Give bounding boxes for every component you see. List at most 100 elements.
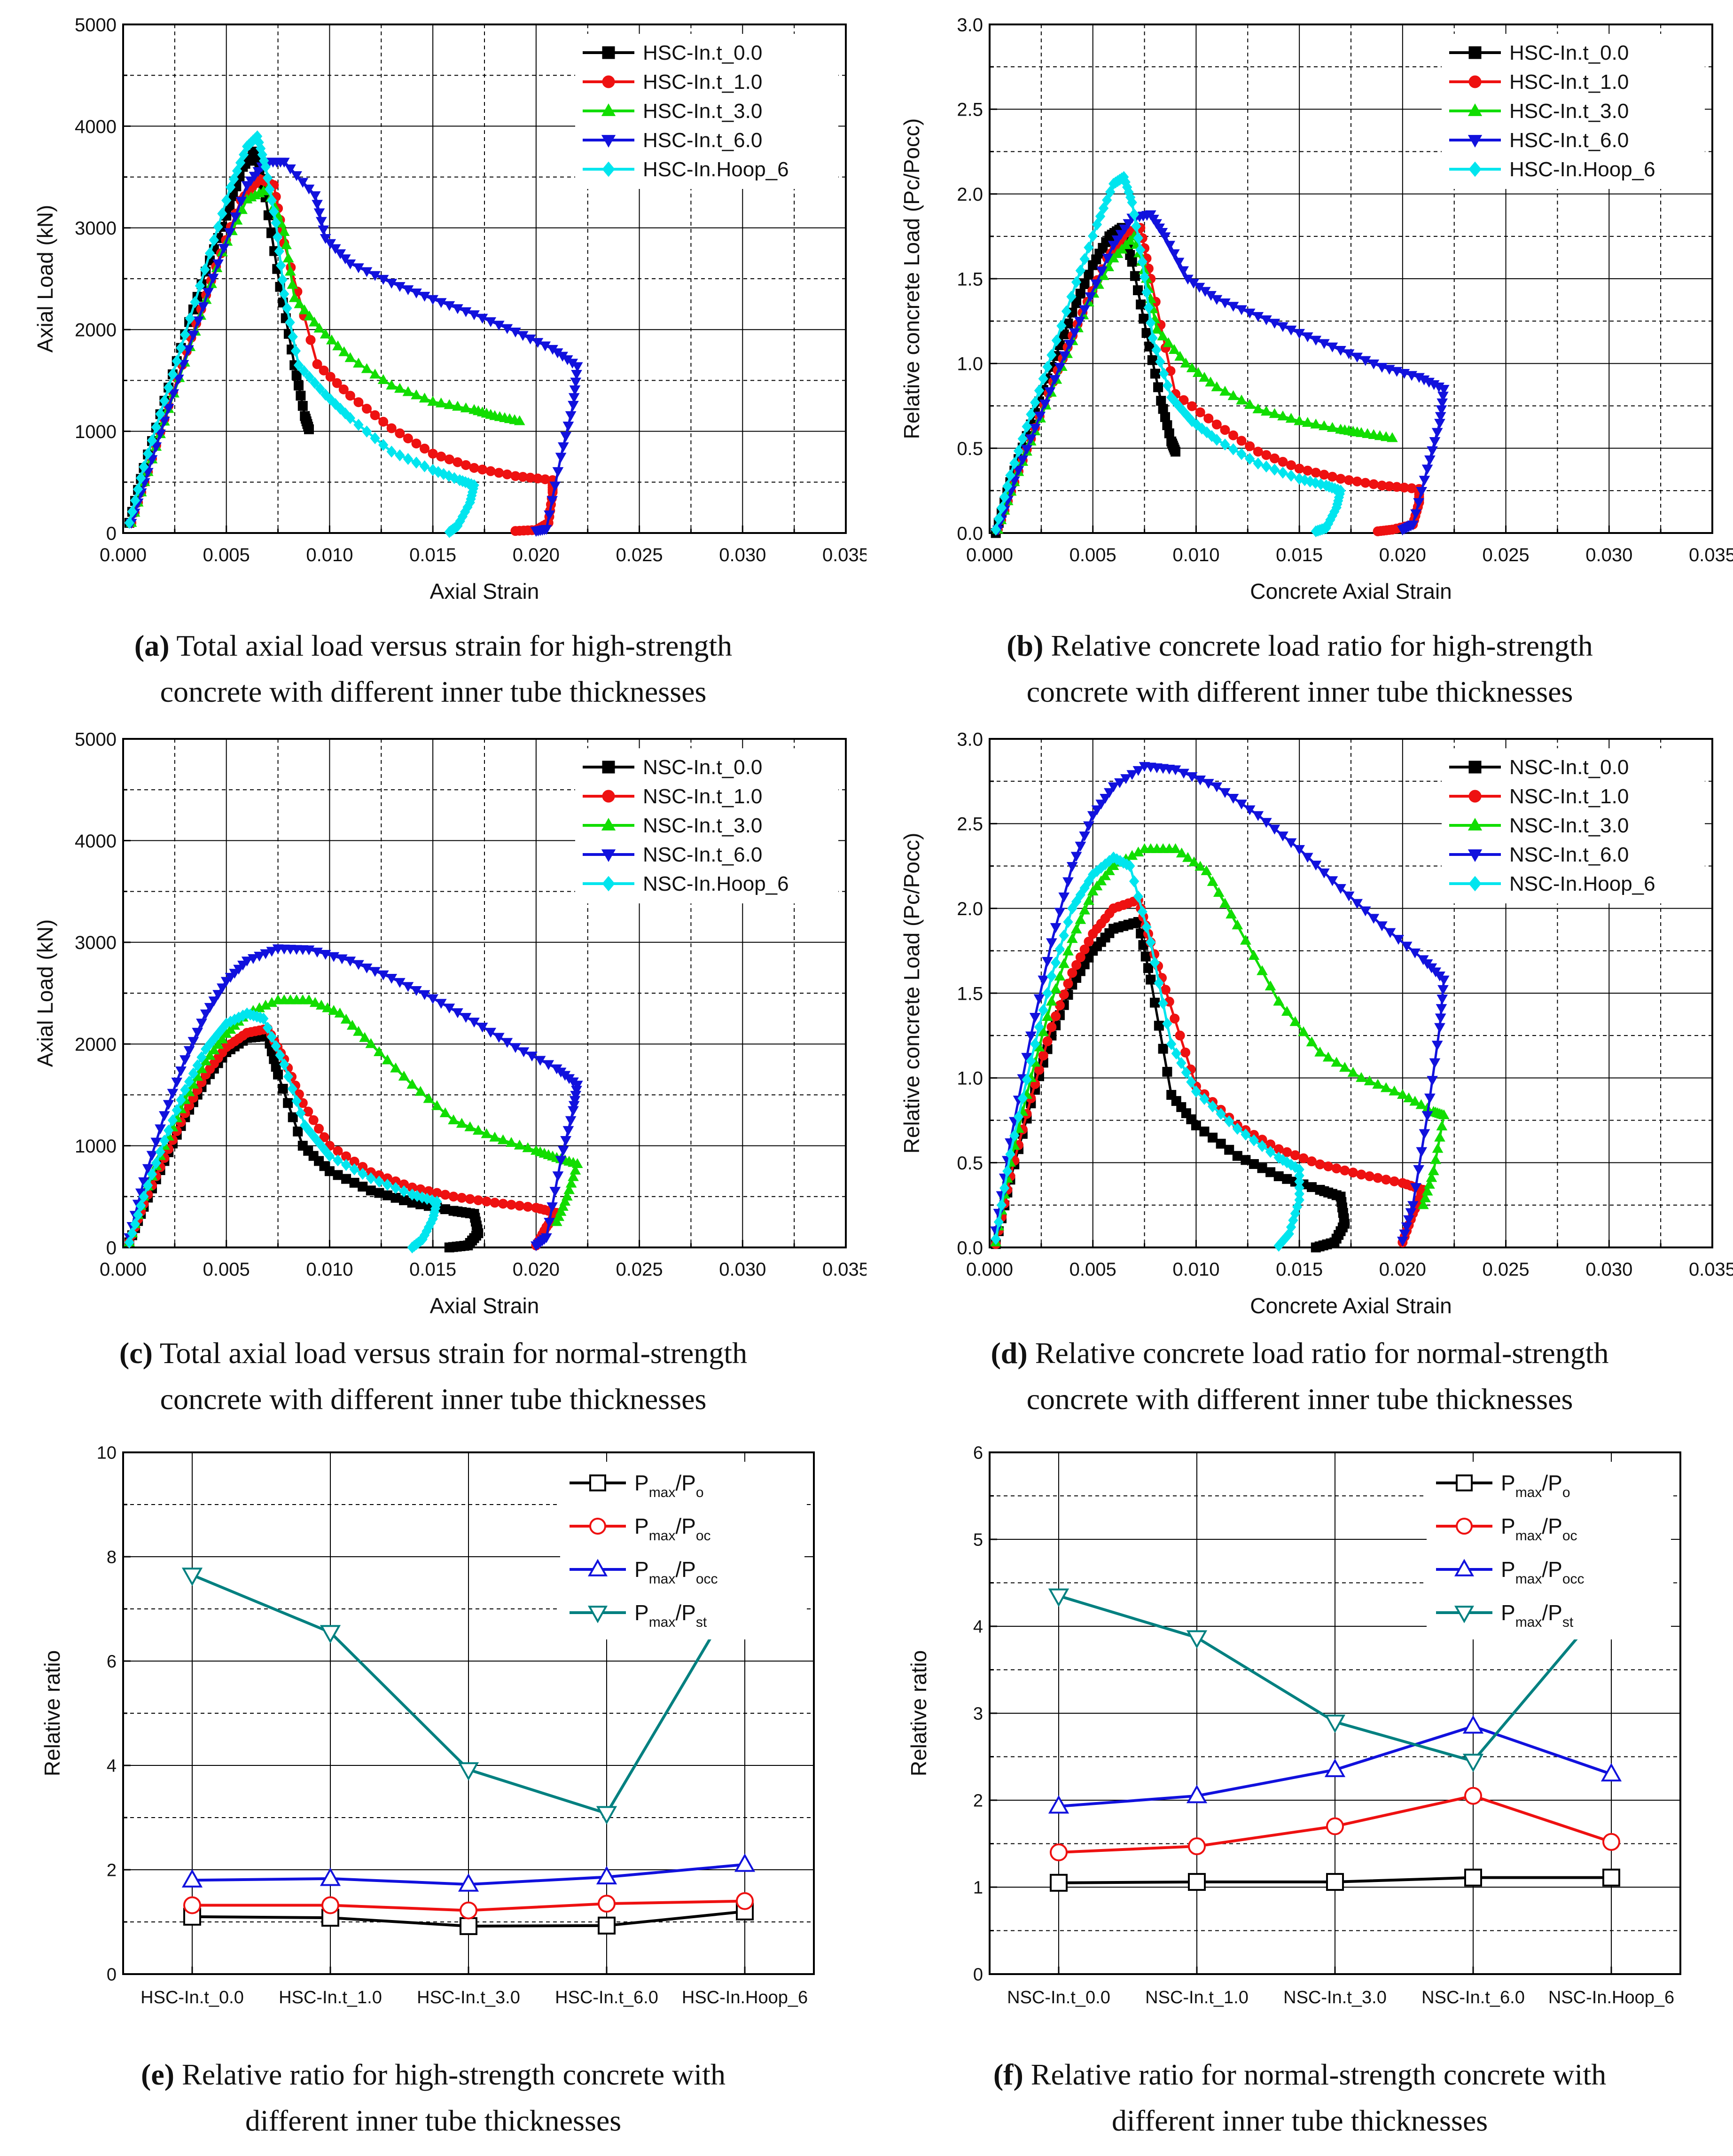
- legend-sub2: st: [1562, 1615, 1574, 1630]
- data-point: [1307, 1156, 1317, 1167]
- caption-tag: (b): [1007, 629, 1044, 662]
- data-point: [221, 194, 232, 207]
- data-point: [297, 178, 309, 188]
- x-tick-label: NSC-In.Hoop_6: [1548, 1988, 1674, 2007]
- data-point: [996, 1199, 1007, 1211]
- data-point: [1393, 935, 1404, 945]
- data-point: [1281, 1006, 1293, 1016]
- data-point: [1331, 1163, 1342, 1174]
- data-point: [444, 1242, 454, 1253]
- data-point: [460, 1013, 472, 1023]
- data-point: [489, 1131, 500, 1142]
- data-point: [139, 461, 149, 473]
- series-line: [997, 234, 1393, 530]
- data-point: [524, 334, 536, 345]
- data-point: [172, 375, 184, 385]
- data-point: [999, 491, 1010, 503]
- data-point: [1194, 776, 1206, 786]
- legend-marker: [1468, 103, 1483, 116]
- data-point: [390, 1182, 401, 1194]
- x-tick-label: NSC-In.t_0.0: [1007, 1988, 1110, 2007]
- data-point: [1038, 1004, 1048, 1016]
- data-point: [181, 1568, 203, 1586]
- data-point: [180, 329, 190, 341]
- data-point: [1294, 463, 1304, 474]
- caption-f: (f) Relative ratio for normal-strength c…: [866, 2052, 1733, 2144]
- data-point: [151, 1157, 161, 1169]
- data-point: [1236, 305, 1247, 315]
- data-point: [1376, 921, 1388, 932]
- data-point: [1186, 1630, 1208, 1649]
- data-point: [1381, 1175, 1391, 1185]
- data-point: [1143, 301, 1154, 314]
- data-point: [598, 1895, 616, 1913]
- data-point: [1042, 361, 1053, 373]
- data-point: [1387, 432, 1398, 442]
- data-point: [551, 1216, 562, 1226]
- data-point: [204, 247, 215, 259]
- data-point: [1600, 1763, 1622, 1782]
- data-point: [312, 948, 323, 958]
- data-point: [273, 1069, 283, 1080]
- data-point: [571, 1081, 583, 1091]
- data-point: [1162, 1066, 1172, 1077]
- data-point: [1095, 210, 1106, 223]
- data-point: [1050, 1874, 1068, 1892]
- caption-line1: Relative ratio for normal-strength concr…: [1030, 2058, 1607, 2091]
- caption-tag: (a): [134, 629, 170, 662]
- series-Pmax/Pocc: [1048, 1715, 1622, 1814]
- data-point: [1249, 1134, 1259, 1146]
- y-tick-label: 1000: [75, 422, 117, 442]
- data-point: [398, 1185, 409, 1198]
- y-tick-label: 4: [107, 1756, 117, 1776]
- data-point: [1046, 996, 1057, 1006]
- data-point: [1207, 876, 1218, 886]
- data-point: [1170, 1013, 1180, 1024]
- data-point: [1150, 997, 1160, 1008]
- data-point: [1211, 782, 1223, 792]
- data-point: [265, 183, 275, 196]
- data-point: [269, 205, 279, 218]
- data-point: [296, 1107, 306, 1120]
- data-point: [560, 432, 571, 442]
- data-point: [1389, 1085, 1400, 1096]
- data-point: [288, 330, 298, 343]
- data-point: [1017, 1092, 1028, 1105]
- data-point: [338, 384, 349, 394]
- data-point: [196, 1051, 207, 1064]
- data-point: [1232, 1151, 1242, 1161]
- caption-tag: (f): [993, 2058, 1023, 2091]
- data-point: [319, 365, 329, 376]
- data-point: [473, 1195, 484, 1206]
- data-point: [172, 355, 182, 368]
- data-point: [1120, 774, 1132, 784]
- x-tick-label: 0.030: [719, 1259, 766, 1280]
- caption-line2: different inner tube thicknesses: [1111, 2104, 1488, 2137]
- data-point: [1201, 865, 1212, 875]
- legend-marker: [1468, 790, 1482, 803]
- caption-line1: Relative concrete load ratio for high-st…: [1051, 629, 1593, 662]
- data-point: [164, 1124, 174, 1137]
- data-point: [458, 1762, 479, 1781]
- data-point: [130, 1218, 141, 1231]
- data-point: [366, 1172, 376, 1184]
- data-point: [477, 464, 488, 475]
- data-point: [1351, 899, 1363, 909]
- data-point: [1054, 943, 1065, 956]
- data-point: [427, 396, 438, 406]
- data-point: [167, 1114, 178, 1127]
- data-point: [1429, 1058, 1441, 1068]
- data-point: [1360, 478, 1371, 488]
- data-point: [394, 383, 406, 393]
- data-point: [345, 412, 356, 424]
- data-point: [1096, 267, 1108, 277]
- y-tick-label: 1000: [75, 1136, 117, 1157]
- data-point: [1067, 902, 1077, 915]
- data-point: [1265, 1167, 1276, 1177]
- data-point: [303, 945, 315, 956]
- data-point: [1273, 1239, 1284, 1252]
- data-point: [217, 1033, 228, 1043]
- data-point: [1436, 405, 1447, 416]
- data-point: [469, 463, 479, 473]
- data-point: [993, 512, 1004, 525]
